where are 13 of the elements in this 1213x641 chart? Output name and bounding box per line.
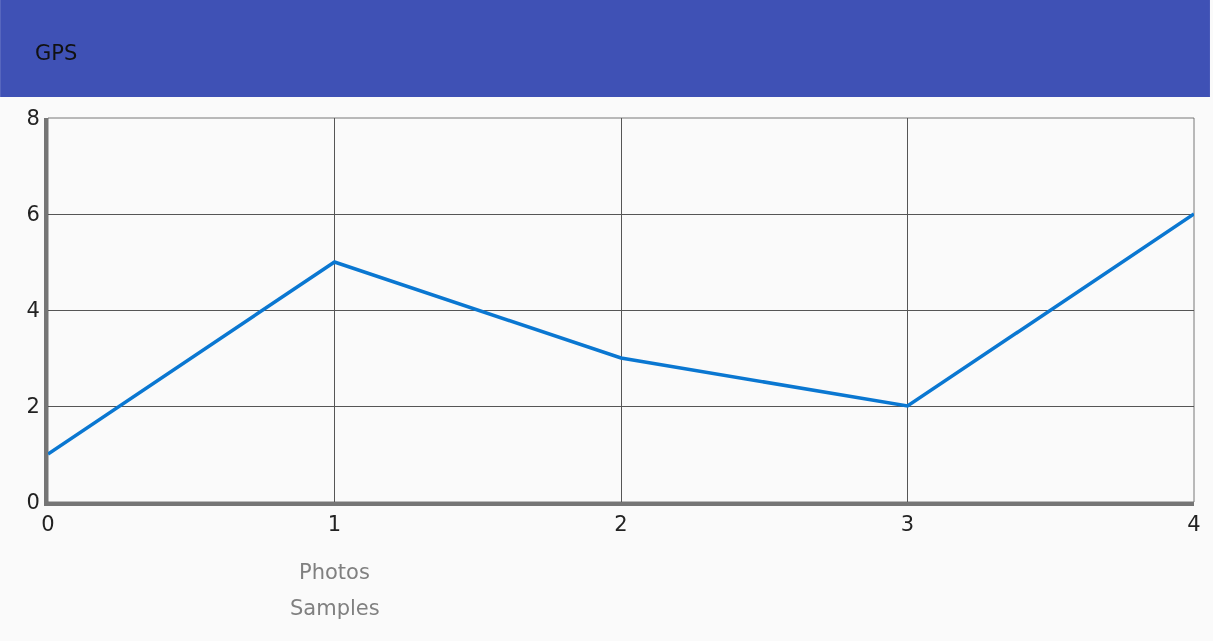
text: Samples [290,596,380,620]
x-tick-label: 3 [900,512,915,537]
y-tick-label: 4 [26,298,40,323]
x-tick-label: 1 [327,512,342,537]
x-tick-label: 4 [1187,512,1201,537]
text: Photos [299,560,370,584]
y-tick-label: 0 [26,490,40,515]
y-tick-label: 2 [26,394,40,419]
chart-title: GPS [35,41,78,66]
y-tick-label: 6 [26,202,40,227]
y-tick-label: 8 [26,106,40,131]
line-series [48,212,1194,456]
x-tick-label: 2 [614,512,628,537]
